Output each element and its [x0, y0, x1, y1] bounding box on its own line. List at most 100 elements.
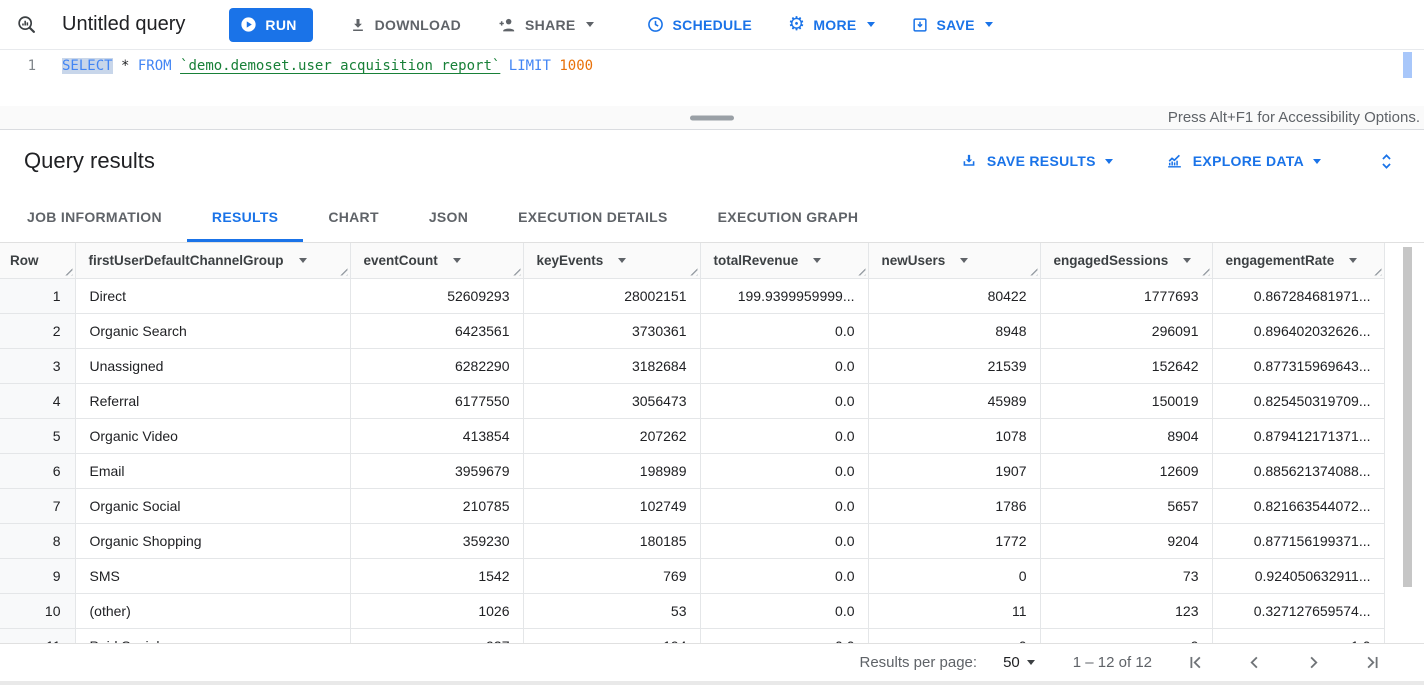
column-menu-icon[interactable] — [298, 257, 307, 263]
tab-execution-graph[interactable]: EXECUTION GRAPH — [717, 209, 859, 225]
row-number-cell: 4 — [0, 383, 76, 419]
row-number-cell: 10 — [0, 593, 76, 629]
save-results-icon — [960, 152, 978, 170]
editor-scrollbar-thumb[interactable] — [1403, 52, 1412, 78]
table-row: 4 Referral 6177550 3056473 0.0 45989 150019 0.8… — [0, 383, 1385, 419]
column-header-engagedSessions: engagedSessions — [1040, 243, 1213, 279]
table-cell: 5657 — [1040, 488, 1213, 524]
table-cell: 150019 — [1040, 383, 1213, 419]
column-header-engagementRate: engagementRate — [1212, 243, 1385, 279]
column-header-label: keyEvents — [536, 252, 604, 268]
table-cell: 53 — [523, 593, 701, 629]
tab-chart[interactable]: CHART — [328, 209, 379, 225]
save-results-label: SAVE RESULTS — [986, 153, 1096, 169]
table-cell: 0.0 — [700, 523, 869, 559]
person-add-icon — [497, 15, 517, 35]
table-cell: 3959679 — [350, 453, 524, 489]
accessibility-hint: Press Alt+F1 for Accessibility Options. — [1167, 109, 1420, 126]
column-resize-handle[interactable] — [1200, 266, 1210, 276]
page-range-label: 1 – 12 of 12 — [1072, 654, 1152, 671]
column-resize-handle[interactable] — [856, 266, 866, 276]
table-cell: 0 — [868, 628, 1041, 643]
column-menu-icon[interactable] — [1183, 257, 1192, 263]
prev-page-button[interactable] — [1245, 653, 1264, 672]
table-edge — [1384, 243, 1385, 643]
table-cell: 0.0 — [700, 593, 869, 629]
more-button[interactable]: ⚙ MORE — [788, 15, 875, 34]
results-table-wrap: Row firstUserDefaultChannelGroup eventCoun… — [0, 243, 1424, 643]
table-cell: 45989 — [868, 383, 1041, 419]
table-cell: 359230 — [350, 523, 524, 559]
column-resize-handle[interactable] — [63, 266, 73, 276]
column-header-label: engagementRate — [1225, 252, 1335, 268]
explore-data-button[interactable]: EXPLORE DATA — [1165, 152, 1321, 171]
query-results-panel: Query results SAVE RESULTS EXPLORE DATA … — [0, 130, 1424, 685]
table-cell: Paid Social — [75, 628, 351, 643]
save-results-button[interactable]: SAVE RESULTS — [960, 152, 1113, 170]
table-cell: 0.0 — [700, 313, 869, 349]
table-row: 3 Unassigned 6282290 3182684 0.0 21539 152642 0… — [0, 348, 1385, 384]
column-menu-icon[interactable] — [1349, 257, 1358, 263]
sql-editor[interactable]: 1 SELECT * FROM `demo.demoset.user_acqui… — [0, 50, 1424, 106]
table-cell: Unassigned — [75, 348, 351, 384]
table-cell: 12609 — [1040, 453, 1213, 489]
next-page-button[interactable] — [1304, 653, 1323, 672]
share-button[interactable]: SHARE — [497, 15, 594, 35]
query-toolbar: Untitled query RUN DOWNLOAD SHARE SCHEDU… — [0, 0, 1424, 50]
tab-results[interactable]: RESULTS — [186, 192, 304, 242]
table-cell: 1542 — [350, 558, 524, 594]
table-cell: 413854 — [350, 418, 524, 454]
table-cell: Direct — [75, 278, 351, 314]
column-menu-icon[interactable] — [813, 257, 822, 263]
table-cell: 8904 — [1040, 418, 1213, 454]
download-button[interactable]: DOWNLOAD — [349, 16, 461, 34]
horizontal-scrollbar-track[interactable] — [0, 681, 1424, 685]
splitter-drag-handle[interactable] — [690, 115, 734, 120]
row-number-cell: 11 — [0, 628, 76, 643]
table-cell: 199.9399959999... — [700, 278, 869, 314]
chevron-down-icon — [984, 22, 993, 27]
table-cell: 207262 — [523, 418, 701, 454]
sql-code-line[interactable]: SELECT * FROM `demo.demoset.user_acquisi… — [62, 50, 593, 106]
row-number-cell: 3 — [0, 348, 76, 384]
download-icon — [349, 16, 367, 34]
table-cell: 0.0 — [700, 628, 869, 643]
tab-job-information[interactable]: JOB INFORMATION — [27, 209, 162, 225]
column-header-label: totalRevenue — [713, 252, 799, 268]
column-resize-handle[interactable] — [1028, 266, 1038, 276]
table-cell: 0.924050632911... — [1212, 558, 1385, 594]
schedule-label: SCHEDULE — [672, 16, 752, 33]
column-resize-handle[interactable] — [511, 266, 521, 276]
column-menu-icon[interactable] — [618, 257, 627, 263]
unfold-panel-icon[interactable] — [1377, 152, 1396, 171]
column-menu-icon[interactable] — [960, 257, 969, 263]
table-cell: 102749 — [523, 488, 701, 524]
table-cell: 0.0 — [700, 418, 869, 454]
column-header-eventCount: eventCount — [350, 243, 524, 279]
column-header-row: Row — [0, 243, 76, 279]
run-button[interactable]: RUN — [229, 7, 313, 42]
save-button[interactable]: SAVE — [911, 16, 993, 34]
row-number-cell: 1 — [0, 278, 76, 314]
play-icon — [239, 15, 258, 34]
results-per-page-label: Results per page: — [859, 654, 978, 671]
column-menu-icon[interactable] — [452, 257, 461, 263]
page-size-select[interactable]: 50 — [1003, 654, 1035, 671]
table-cell: 11 — [868, 593, 1041, 629]
table-scrollbar-thumb[interactable] — [1403, 247, 1412, 587]
line-number: 1 — [27, 58, 36, 74]
save-icon — [911, 16, 929, 34]
column-resize-handle[interactable] — [338, 266, 348, 276]
column-resize-handle[interactable] — [688, 266, 698, 276]
tab-execution-details[interactable]: EXECUTION DETAILS — [518, 209, 668, 225]
table-cell: 0.879412171371... — [1212, 418, 1385, 454]
first-page-button[interactable] — [1186, 653, 1205, 672]
last-page-button[interactable] — [1363, 653, 1382, 672]
column-header-label: Row — [10, 252, 39, 268]
results-title: Query results — [24, 148, 155, 173]
schedule-button[interactable]: SCHEDULE — [646, 15, 752, 34]
gear-icon: ⚙ — [787, 14, 806, 35]
table-header-row: Row firstUserDefaultChannelGroup eventCoun… — [0, 243, 1385, 279]
tab-json[interactable]: JSON — [428, 209, 469, 225]
column-resize-handle[interactable] — [1372, 266, 1382, 276]
